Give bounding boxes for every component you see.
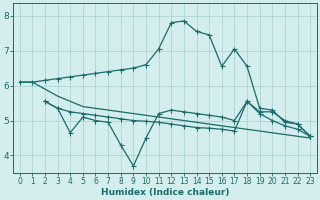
X-axis label: Humidex (Indice chaleur): Humidex (Indice chaleur) [101,188,229,197]
